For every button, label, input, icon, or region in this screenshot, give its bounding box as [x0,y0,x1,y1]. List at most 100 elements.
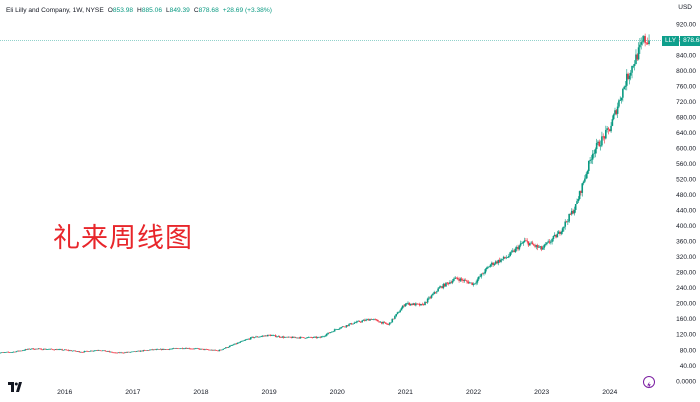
candle-body [159,348,162,350]
candle-body [104,350,107,352]
currency-label[interactable]: USD [678,4,692,11]
candle-body [206,349,209,350]
candle-body [62,350,65,351]
candle-body [589,159,591,161]
candle-body [289,336,291,338]
y-tick-label: 560.00 [676,161,696,168]
candle-body [52,349,54,350]
candle-body [193,348,196,350]
candle-body [618,100,620,107]
candles-layer [0,33,650,354]
candle-body [331,331,333,333]
candle-body [358,320,361,322]
candle-body [648,40,650,45]
candle-body [84,350,87,352]
candle-body [644,36,646,43]
candle-body [295,337,298,339]
candle-body [41,349,44,351]
x-tick-label: 2023 [534,389,549,396]
candle-body [565,221,568,223]
candle-body [417,303,420,305]
price-axis[interactable]: 920.00880.00840.00800.00760.00720.00680.… [676,21,696,385]
candle-body [439,286,442,288]
candle-body [454,277,456,279]
candle-body [599,145,602,147]
high-value: 885.06 [141,6,162,14]
candle-body [325,334,328,336]
candle-body [643,36,645,42]
candle-body [188,348,190,349]
candle-body [219,349,222,351]
candle-body [344,326,346,328]
candle-body [555,234,557,238]
candle-body [223,348,226,349]
candle-body [576,201,578,205]
candle-body [337,329,340,330]
close-label: C [193,6,199,14]
candle-body [569,213,572,215]
y-tick-label: 160.00 [676,316,696,323]
chart-annotation-text[interactable]: 礼来周线图 [53,223,193,254]
candle-body [500,259,502,262]
candle-body [244,339,247,341]
candle-body [172,348,175,349]
candle-body [415,303,417,306]
candle-body [77,351,79,352]
candle-body [0,352,2,354]
candle-body [294,337,297,339]
y-tick-label: 440.00 [676,208,696,215]
candle-body [99,350,101,351]
candle-body [390,322,392,324]
candle-body [287,336,290,338]
candle-body [332,331,335,333]
candle-body [561,228,564,233]
candle-body [113,352,116,354]
candle-body [189,348,192,350]
y-tick-label: 920.00 [676,21,696,28]
candle-body [312,337,315,338]
candle-body [587,160,590,172]
candle-body [15,351,18,353]
candle-body [293,336,295,338]
candle-body [551,239,553,242]
candle-body [622,89,624,98]
candle-body [333,329,336,332]
candle-body [137,350,139,352]
candle-body [350,323,353,325]
candle-body [560,232,563,234]
candle-body [155,349,158,350]
candle-body [530,242,532,244]
candle-body [472,283,475,285]
candle-body [348,324,350,326]
candle-body [45,349,48,350]
candle-body [33,349,36,350]
lightning-icon[interactable] [643,376,655,389]
candle-body [593,153,595,155]
time-axis[interactable]: 2016 2017 2018 2019 2020 2021 2022 2023 2024 [57,389,617,396]
candle-body [273,335,276,336]
candle-body [115,352,117,354]
candle-body [311,337,314,339]
candle-body [640,42,643,45]
candle-body [290,337,293,339]
candle-body [298,337,301,339]
candle-body [523,240,526,243]
candle-body [529,243,531,246]
y-tick-label: 120.00 [676,332,696,339]
candle-body [519,243,522,246]
candle-body [580,191,582,193]
candle-body [404,304,407,307]
candle-body [514,248,517,252]
tradingview-logo-icon[interactable] [8,382,22,394]
candle-body [434,292,437,293]
low-label: L [165,6,170,14]
candle-body [180,348,183,349]
candle-body [631,66,633,73]
candle-body [377,319,379,322]
last-price-tag: LLY 878.68 [662,36,700,46]
candle-body [508,255,510,258]
candle-body [21,350,24,352]
candle-body [70,350,73,352]
candle-body [265,335,268,337]
